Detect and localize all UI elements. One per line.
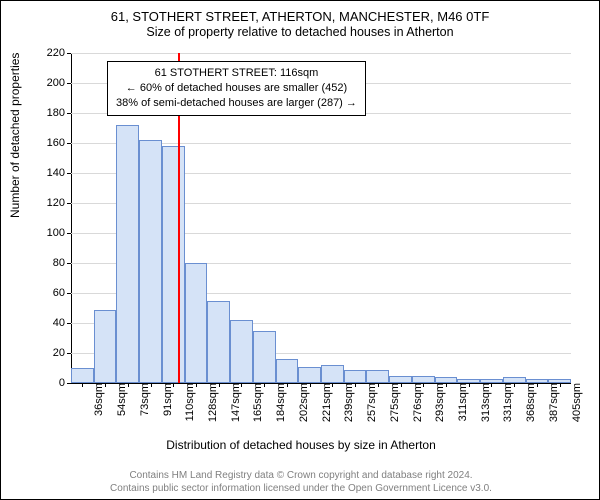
histogram-bar: [412, 376, 435, 384]
histogram-bar: [116, 125, 139, 383]
y-tick-label: 220: [47, 47, 71, 59]
histogram-bar: [389, 376, 412, 384]
x-tick-label: 275sqm: [383, 383, 401, 422]
x-tick-label: 313sqm: [474, 383, 492, 422]
x-tick-mark: [173, 383, 174, 387]
x-tick-mark: [514, 383, 515, 387]
x-tick-mark: [469, 383, 470, 387]
x-tick-mark: [537, 383, 538, 387]
y-tick-label: 100: [47, 227, 71, 239]
y-tick-label: 120: [47, 197, 71, 209]
x-tick-label: 387sqm: [542, 383, 560, 422]
x-tick-label: 276sqm: [406, 383, 424, 422]
x-tick-label: 36sqm: [87, 383, 105, 416]
x-tick-label: 293sqm: [428, 383, 446, 422]
x-tick-mark: [128, 383, 129, 387]
y-tick-label: 40: [53, 317, 71, 329]
x-tick-mark: [310, 383, 311, 387]
title-line-1: 61, STOTHERT STREET, ATHERTON, MANCHESTE…: [1, 9, 599, 25]
footer: Contains HM Land Registry data © Crown c…: [1, 470, 600, 495]
title-block: 61, STOTHERT STREET, ATHERTON, MANCHESTE…: [1, 1, 599, 41]
callout-box: 61 STOTHERT STREET: 116sqm ← 60% of deta…: [107, 61, 366, 116]
y-tick-label: 200: [47, 77, 71, 89]
callout-line-2: ← 60% of detached houses are smaller (45…: [116, 81, 357, 96]
callout-line-1: 61 STOTHERT STREET: 116sqm: [116, 66, 357, 81]
footer-line-2: Contains public sector information licen…: [1, 483, 600, 496]
x-tick-mark: [241, 383, 242, 387]
x-tick-mark: [264, 383, 265, 387]
x-tick-mark: [491, 383, 492, 387]
x-tick-label: 184sqm: [269, 383, 287, 422]
x-tick-label: 331sqm: [496, 383, 514, 422]
x-tick-label: 147sqm: [224, 383, 242, 422]
x-tick-mark: [151, 383, 152, 387]
x-tick-mark: [196, 383, 197, 387]
x-tick-mark: [401, 383, 402, 387]
histogram-bar: [298, 367, 321, 384]
callout-line-3: 38% of semi-detached houses are larger (…: [116, 96, 357, 111]
y-tick-label: 180: [47, 107, 71, 119]
y-tick-label: 140: [47, 167, 71, 179]
x-tick-label: 368sqm: [519, 383, 537, 422]
x-tick-label: 257sqm: [360, 383, 378, 422]
x-tick-mark: [82, 383, 83, 387]
x-tick-mark: [446, 383, 447, 387]
histogram-bar: [230, 320, 253, 383]
x-tick-label: 128sqm: [201, 383, 219, 422]
x-tick-label: 221sqm: [315, 383, 333, 422]
histogram-bar: [162, 146, 185, 383]
histogram-bar: [366, 370, 389, 384]
x-tick-mark: [219, 383, 220, 387]
y-tick-label: 20: [53, 347, 71, 359]
x-tick-mark: [378, 383, 379, 387]
histogram-bar: [321, 365, 344, 383]
x-tick-label: 110sqm: [178, 383, 196, 421]
y-tick-label: 0: [59, 377, 71, 389]
x-tick-mark: [332, 383, 333, 387]
x-tick-label: 202sqm: [292, 383, 310, 422]
x-tick-label: 73sqm: [133, 383, 151, 416]
y-tick-label: 60: [53, 287, 71, 299]
histogram-bar: [71, 368, 94, 383]
y-tick-label: 80: [53, 257, 71, 269]
histogram-bar: [344, 370, 367, 384]
chart-container: 61, STOTHERT STREET, ATHERTON, MANCHESTE…: [0, 0, 600, 500]
y-axis-title: Number of detached properties: [8, 53, 22, 218]
x-tick-label: 91sqm: [156, 383, 174, 416]
histogram-bar: [276, 359, 299, 383]
title-line-2: Size of property relative to detached ho…: [1, 25, 599, 41]
histogram-bar: [253, 331, 276, 384]
x-tick-mark: [105, 383, 106, 387]
x-tick-mark: [423, 383, 424, 387]
x-tick-mark: [355, 383, 356, 387]
x-tick-mark: [560, 383, 561, 387]
x-tick-label: 311sqm: [451, 383, 469, 421]
x-tick-label: 54sqm: [110, 383, 128, 416]
x-axis-title: Distribution of detached houses by size …: [1, 438, 600, 452]
footer-line-1: Contains HM Land Registry data © Crown c…: [1, 470, 600, 483]
x-tick-mark: [287, 383, 288, 387]
histogram-bar: [139, 140, 162, 383]
y-tick-label: 160: [47, 137, 71, 149]
histogram-bar: [94, 310, 117, 384]
histogram-bar: [185, 263, 208, 383]
histogram-bar: [207, 301, 230, 384]
x-tick-label: 165sqm: [246, 383, 264, 422]
x-tick-label: 239sqm: [337, 383, 355, 422]
x-tick-label: 405sqm: [565, 383, 583, 422]
